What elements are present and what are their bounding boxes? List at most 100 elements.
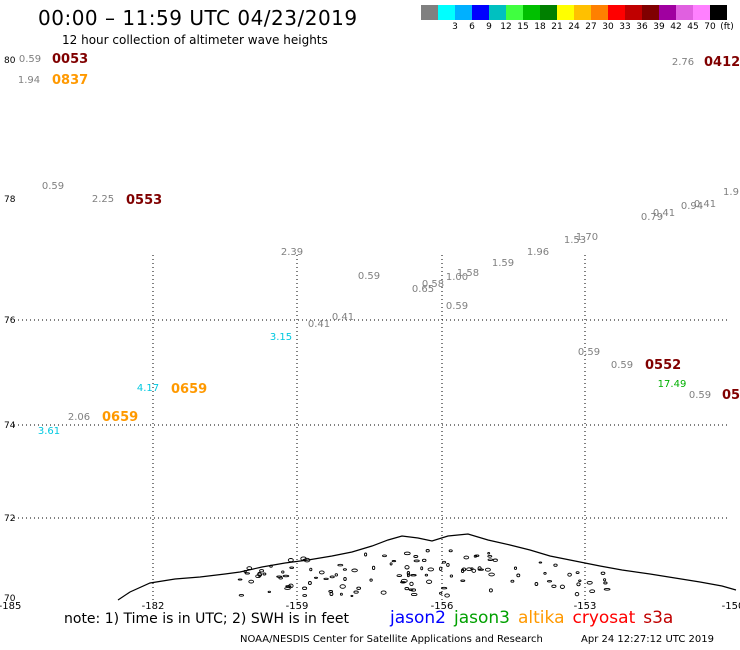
lake-shape bbox=[487, 551, 491, 555]
lake-shape bbox=[421, 558, 427, 563]
lake-shape bbox=[420, 566, 424, 571]
legend-tick: 27 bbox=[585, 22, 597, 32]
lake-shape bbox=[337, 563, 344, 567]
pass-time-label: 0837 bbox=[52, 73, 88, 88]
lake-shape bbox=[269, 564, 273, 568]
wave-height-value: 0.41 bbox=[332, 312, 354, 323]
legend-tick: 39 bbox=[653, 22, 665, 32]
lake-shape bbox=[439, 566, 443, 571]
lake-shape bbox=[257, 571, 262, 577]
lake-shape bbox=[404, 587, 410, 591]
legend-swatch bbox=[608, 5, 625, 20]
lake-shape bbox=[288, 583, 294, 589]
wave-height-value: 1.58 bbox=[457, 268, 479, 279]
lake-shape bbox=[328, 590, 334, 593]
legend-tick: 33 bbox=[619, 22, 631, 32]
lake-shape bbox=[488, 588, 493, 593]
legend-tick: 45 bbox=[687, 22, 699, 32]
wave-height-value: 1.70 bbox=[576, 232, 598, 243]
wave-height-value: 1.9 bbox=[723, 187, 739, 198]
longitude-label: -150 bbox=[722, 601, 740, 612]
wave-height-value: 0.59 bbox=[446, 301, 468, 312]
legend-swatch bbox=[523, 5, 540, 20]
lake-shape bbox=[578, 579, 582, 582]
legend-swatch bbox=[455, 5, 472, 20]
lake-shape bbox=[406, 571, 411, 576]
lake-shape bbox=[364, 552, 368, 557]
lake-shape bbox=[400, 581, 406, 584]
wave-height-value: 0.65 bbox=[412, 284, 434, 295]
lake-shape bbox=[238, 593, 245, 597]
legend-swatch bbox=[710, 5, 727, 20]
wave-height-value: 1.96 bbox=[527, 247, 549, 258]
lake-shape bbox=[413, 559, 420, 563]
legend-tick: 18 bbox=[534, 22, 546, 32]
legend-swatch bbox=[506, 5, 523, 20]
lake-shape bbox=[400, 578, 408, 583]
legend-swatch bbox=[693, 5, 710, 20]
lake-shape bbox=[237, 578, 243, 581]
wave-height-value: 3.15 bbox=[270, 332, 292, 343]
lake-shape bbox=[244, 572, 250, 575]
lake-shape bbox=[576, 582, 581, 587]
lake-shape bbox=[444, 593, 450, 598]
lake-shape bbox=[439, 591, 443, 595]
lake-shape bbox=[350, 594, 354, 597]
lake-shape bbox=[329, 575, 335, 579]
lake-shape bbox=[289, 566, 295, 569]
wave-height-value: 0.94 bbox=[681, 201, 703, 212]
lake-shape bbox=[309, 567, 313, 572]
generation-timestamp: Apr 24 12:27:12 UTC 2019 bbox=[581, 634, 714, 645]
wave-height-value: 0.59 bbox=[611, 360, 633, 371]
lake-shape bbox=[488, 572, 495, 577]
legend-swatch bbox=[625, 5, 642, 20]
lake-shape bbox=[307, 581, 312, 585]
satellite-key: jason2 jason3 altika cryosat s3a bbox=[390, 608, 681, 628]
legend-tick: 3 bbox=[452, 22, 458, 32]
lake-shape bbox=[351, 568, 358, 573]
wave-height-value: 17.49 bbox=[658, 379, 687, 390]
lake-shape bbox=[426, 579, 433, 584]
latitude-label: 70 bbox=[4, 594, 16, 604]
longitude-label: -185 bbox=[0, 601, 21, 612]
lake-shape bbox=[371, 565, 376, 571]
legend-tick: 15 bbox=[517, 22, 529, 32]
lake-shape bbox=[284, 587, 291, 590]
wave-height-value: 4.17 bbox=[137, 383, 159, 394]
legend-tick: 6 bbox=[469, 22, 475, 32]
lake-shape bbox=[302, 586, 308, 591]
lake-shape bbox=[474, 554, 480, 557]
lake-shape bbox=[339, 592, 343, 596]
pass-time-label: 0552 bbox=[645, 358, 681, 373]
credit-line: NOAA/NESDIS Center for Satellite Applica… bbox=[240, 634, 543, 645]
legend-tick: 42 bbox=[670, 22, 682, 32]
legend-swatch bbox=[659, 5, 676, 20]
legend-swatch bbox=[489, 5, 506, 20]
satellite-name: s3a bbox=[643, 608, 674, 628]
lake-shape bbox=[282, 574, 290, 578]
lake-shape bbox=[339, 584, 346, 589]
wave-height-value: 2.76 bbox=[672, 57, 694, 68]
legend-swatch bbox=[642, 5, 659, 20]
lake-shape bbox=[510, 579, 515, 583]
wave-height-value: 0.59 bbox=[42, 181, 64, 192]
lake-shape bbox=[603, 587, 611, 591]
lake-shape bbox=[406, 573, 410, 578]
pass-time-label: 0553 bbox=[126, 193, 162, 208]
pass-time-label: 0412 bbox=[704, 55, 740, 70]
legend-swatch bbox=[438, 5, 455, 20]
lake-shape bbox=[586, 580, 593, 585]
lake-shape bbox=[473, 554, 478, 558]
lake-shape bbox=[513, 566, 518, 570]
lake-shape bbox=[559, 584, 565, 589]
lake-shape bbox=[516, 573, 521, 578]
lake-shape bbox=[343, 577, 347, 581]
lake-shape bbox=[575, 571, 580, 574]
wave-height-value: 0.59 bbox=[19, 54, 41, 65]
satellite-name: jason2 bbox=[390, 608, 446, 628]
legend-unit: (ft) bbox=[720, 22, 734, 32]
longitude-label: -156 bbox=[431, 601, 454, 612]
lake-shape bbox=[603, 581, 608, 585]
lake-shape bbox=[382, 554, 387, 558]
lake-shape bbox=[487, 558, 494, 561]
